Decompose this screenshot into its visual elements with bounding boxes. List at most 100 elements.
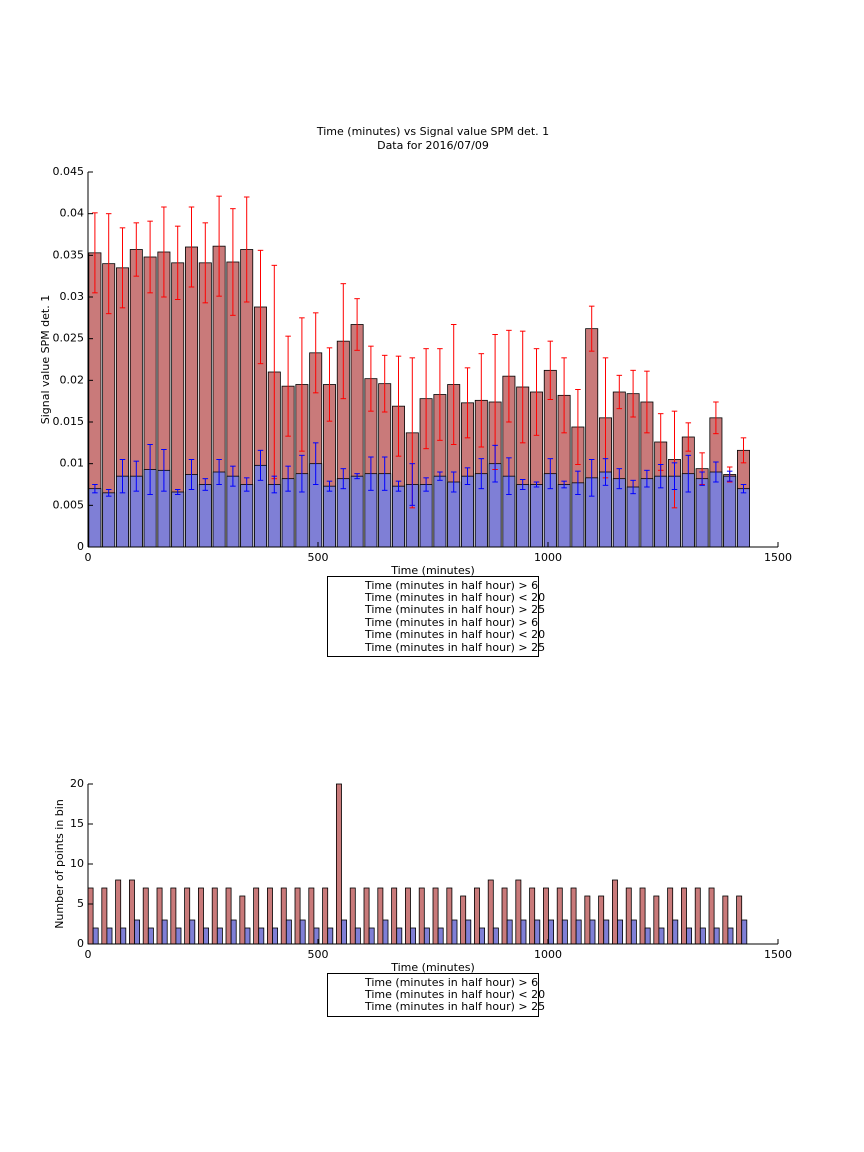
bar	[473, 887, 480, 945]
error-bar	[437, 348, 443, 441]
bar	[423, 927, 430, 945]
legend-label: Time (minutes in half hour) > 6 Time (mi…	[365, 616, 546, 641]
bar	[515, 879, 522, 945]
error-bar	[119, 459, 126, 494]
error-bar	[533, 481, 540, 488]
x-axis-label: Time (minutes)	[390, 564, 475, 577]
x-tick-label: 1500	[764, 551, 792, 564]
bar	[625, 887, 632, 945]
x-tick-label: 500	[308, 948, 329, 961]
error-bar	[437, 471, 443, 481]
bar	[171, 491, 185, 548]
y-tick-label: 0.04	[60, 207, 85, 220]
legend	[327, 576, 539, 657]
bar	[653, 895, 660, 945]
error-bar	[368, 456, 374, 491]
bar	[626, 486, 640, 548]
error-bar	[326, 347, 333, 422]
error-bar	[299, 454, 305, 493]
bar	[699, 927, 706, 945]
bar	[87, 887, 94, 945]
bar	[244, 927, 251, 945]
bar	[106, 927, 113, 945]
error-bar	[450, 324, 457, 445]
bar	[377, 887, 384, 945]
error-bar	[492, 444, 498, 483]
bar	[557, 484, 571, 548]
bar	[617, 919, 624, 945]
bar	[258, 927, 265, 945]
y-tick-label: 10	[70, 857, 84, 870]
bar	[189, 919, 196, 945]
bar	[465, 919, 472, 945]
bar	[446, 887, 453, 945]
error-bar	[409, 463, 416, 506]
error-bar	[340, 468, 347, 490]
x-axis-label: Time (minutes)	[390, 961, 475, 974]
bar	[198, 484, 212, 548]
bar	[709, 471, 723, 548]
bar	[101, 887, 108, 945]
x-tick-label: 0	[85, 948, 92, 961]
bar	[556, 887, 563, 945]
error-bar	[243, 196, 250, 303]
error-bar	[740, 484, 747, 494]
error-bar	[92, 212, 98, 294]
bar	[736, 895, 743, 945]
bar	[239, 895, 246, 945]
error-bar	[161, 206, 167, 298]
bar	[128, 879, 135, 945]
error-bar	[257, 249, 264, 365]
error-bar	[602, 458, 609, 486]
error-bar	[575, 470, 581, 495]
bar	[175, 927, 182, 945]
bar	[506, 919, 513, 945]
bar	[161, 919, 168, 945]
chart-subtitle: Data for 2016/07/09	[377, 139, 489, 152]
y-tick-label: 0.025	[53, 332, 85, 345]
bar	[520, 919, 527, 945]
error-bar	[726, 470, 733, 482]
error-bar	[644, 469, 650, 488]
error-bar	[547, 340, 554, 400]
bar	[404, 887, 411, 945]
y-tick-label: 0.03	[60, 290, 85, 303]
bar	[203, 927, 210, 945]
bar	[694, 887, 701, 945]
bar	[211, 887, 218, 945]
bar	[460, 895, 467, 945]
bar	[299, 919, 306, 945]
bar	[451, 919, 458, 945]
error-bar	[657, 464, 664, 489]
error-bar	[312, 312, 319, 394]
error-bar	[685, 454, 692, 493]
error-bar	[616, 468, 623, 490]
bar	[349, 887, 356, 945]
error-bar	[519, 479, 526, 490]
bar	[492, 927, 499, 945]
legend-label: Time (minutes in half hour) > 25	[365, 603, 546, 617]
y-tick-label: 15	[70, 817, 84, 830]
error-bar	[533, 348, 540, 436]
error-bar	[257, 449, 264, 481]
y-tick-label: 0.01	[60, 457, 85, 470]
bar	[285, 919, 292, 945]
bar	[335, 783, 342, 945]
error-bar	[216, 459, 222, 485]
bar	[88, 488, 102, 548]
bar	[170, 887, 177, 945]
bar	[418, 887, 425, 945]
bar	[737, 488, 750, 548]
error-bar	[285, 335, 291, 437]
bar	[308, 887, 315, 945]
bar	[392, 485, 405, 548]
error-bar	[671, 462, 678, 490]
error-bar	[671, 410, 678, 509]
error-bar	[312, 442, 319, 485]
bar	[432, 887, 439, 945]
error-bar	[161, 449, 167, 492]
error-bar	[630, 369, 636, 418]
error-bar	[478, 353, 485, 448]
error-bar	[630, 479, 636, 495]
bar	[267, 484, 281, 548]
